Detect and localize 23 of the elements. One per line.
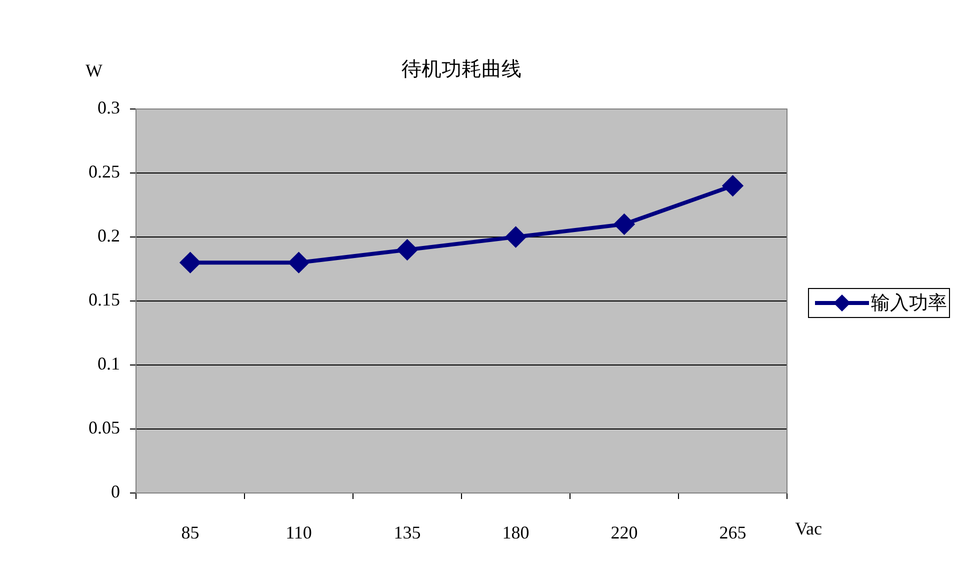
x-tick-label: 220 [610, 522, 638, 543]
x-tick-label: 110 [286, 522, 312, 543]
y-tick-label: 0 [111, 482, 120, 502]
point [506, 227, 526, 247]
point [397, 240, 418, 260]
point [722, 176, 743, 196]
x-tick-label: 180 [502, 522, 530, 543]
point [288, 252, 309, 273]
x-tick-label: 265 [719, 522, 746, 543]
y-axis-title: W [86, 60, 102, 81]
point [614, 214, 634, 234]
y-tick-label: 0.25 [88, 162, 120, 182]
y-tick-label: 0.3 [98, 98, 120, 118]
legend-label: 输入功率 [871, 292, 947, 316]
chart-title: 待机功耗曲线 [402, 58, 522, 80]
x-tick-label: 85 [181, 522, 200, 543]
y-tick-label: 0.05 [88, 418, 120, 438]
point [180, 252, 200, 273]
y-tick-label: 0.15 [88, 290, 120, 310]
y-tick-label: 0.1 [98, 354, 120, 374]
x-axis-title: Vac [795, 518, 822, 539]
y-tick-label: 0.2 [98, 226, 120, 246]
x-tick-label: 135 [394, 522, 421, 543]
